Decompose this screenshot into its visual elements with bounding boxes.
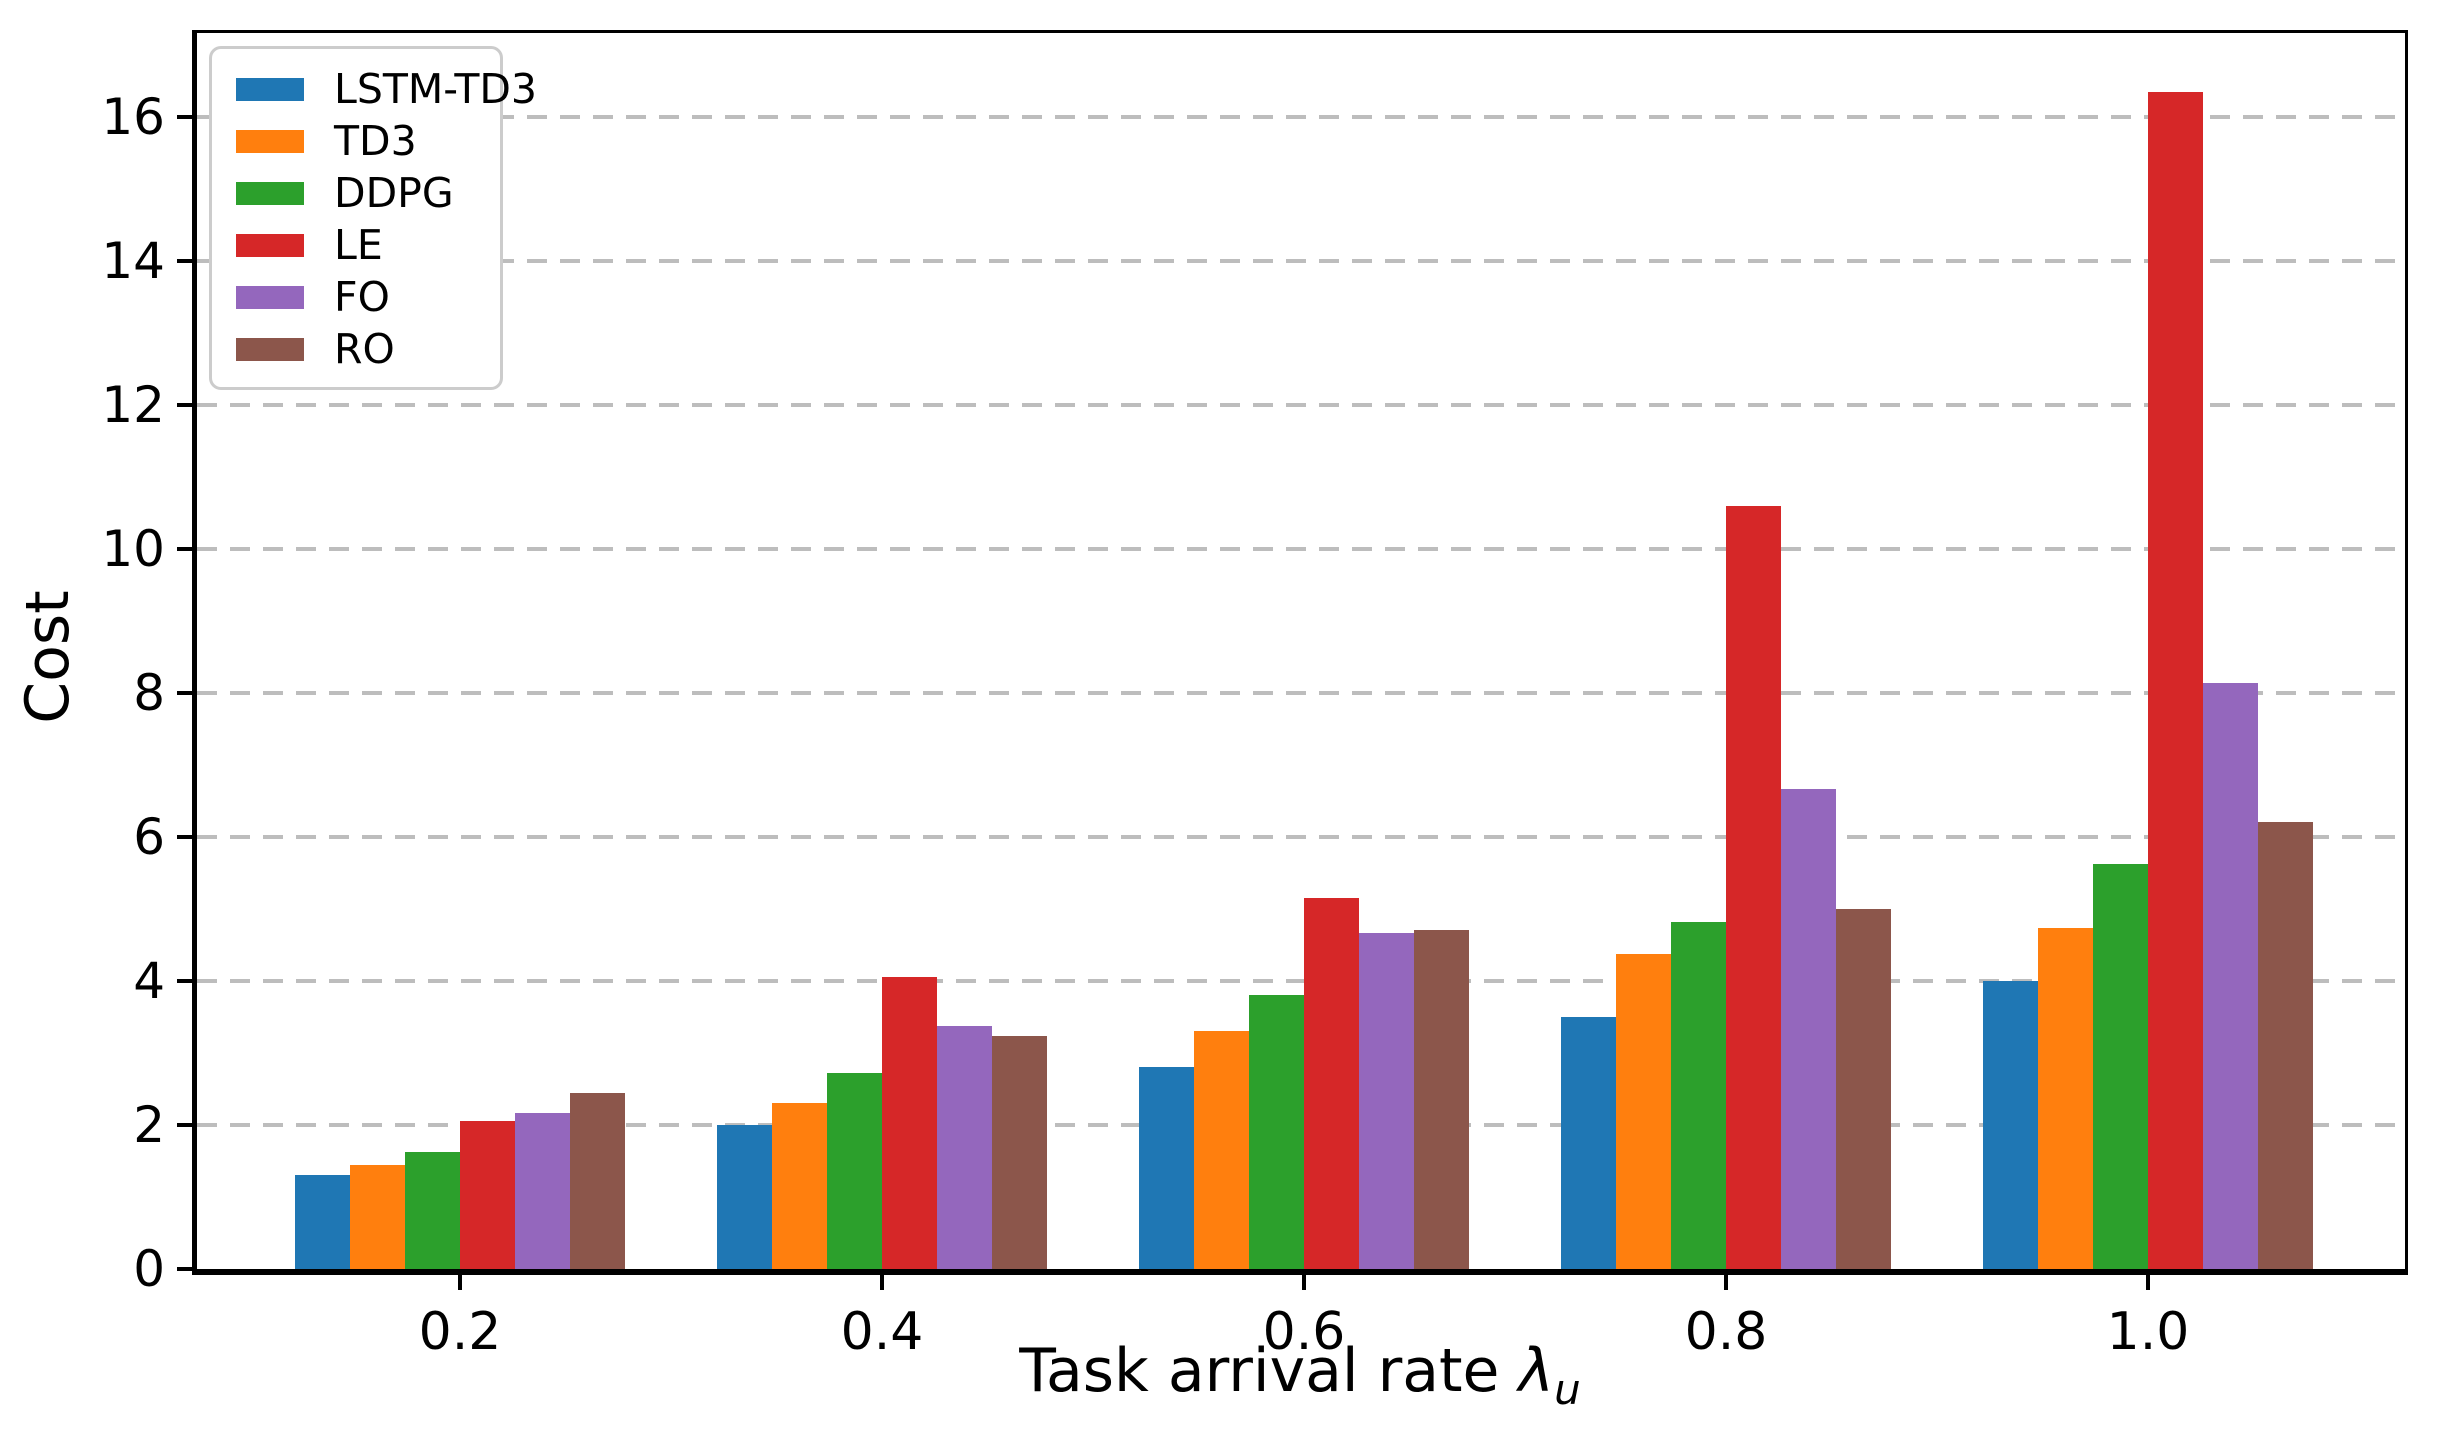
x-tick-label-0.2: 0.2 xyxy=(418,1302,502,1362)
x-tick-label-0.8: 0.8 xyxy=(1684,1302,1768,1362)
y-tick-label-4: 4 xyxy=(133,951,165,1010)
y-tick-label-16: 16 xyxy=(101,87,165,146)
bar-LSTM-TD3-0.2 xyxy=(295,1174,350,1269)
bar-LE-0.4 xyxy=(882,977,937,1269)
bar-RO-0.4 xyxy=(992,1035,1047,1269)
bar-TD3-0.6 xyxy=(1194,1031,1249,1269)
x-tick-label-0.4: 0.4 xyxy=(840,1302,924,1362)
x-axis-label: Task arrival rate λu xyxy=(700,1336,1900,1411)
x-axis-label-text: Task arrival rate xyxy=(1019,1336,1519,1406)
y-tick-mark-10 xyxy=(177,546,192,551)
y-tick-label-8: 8 xyxy=(133,663,165,722)
bar-DDPG-0.4 xyxy=(827,1073,882,1269)
bar-LSTM-TD3-0.6 xyxy=(1139,1066,1194,1269)
gridline-y-12 xyxy=(197,402,2405,407)
bar-TD3-0.8 xyxy=(1616,954,1671,1269)
legend-item-DDPG: DDPG xyxy=(212,167,500,219)
y-tick-mark-6 xyxy=(177,834,192,839)
gridline-y-4 xyxy=(197,978,2405,983)
x-tick-mark-0.2 xyxy=(458,1275,462,1290)
y-tick-mark-12 xyxy=(177,402,192,407)
y-tick-mark-4 xyxy=(177,978,192,983)
x-tick-label-0.6: 0.6 xyxy=(1262,1302,1346,1362)
legend-item-LSTM-TD3: LSTM-TD3 xyxy=(212,63,537,115)
bar-FO-0.8 xyxy=(1781,788,1836,1269)
bar-RO-1.0 xyxy=(2258,822,2313,1269)
x-tick-label-1.0: 1.0 xyxy=(2106,1302,2190,1362)
bar-LSTM-TD3-1.0 xyxy=(1983,980,2038,1269)
plot-content xyxy=(197,33,2405,1269)
bar-DDPG-0.8 xyxy=(1671,921,1726,1269)
bar-RO-0.8 xyxy=(1836,908,1891,1269)
gridline-y-14 xyxy=(197,258,2405,263)
legend-item-LE: LE xyxy=(212,219,500,271)
x-tick-mark-0.6 xyxy=(1302,1275,1306,1290)
y-tick-mark-2 xyxy=(177,1122,192,1127)
y-tick-label-10: 10 xyxy=(101,519,165,578)
bar-DDPG-1.0 xyxy=(2093,864,2148,1269)
y-tick-mark-8 xyxy=(177,690,192,695)
lambda-subscript: u xyxy=(1554,1365,1581,1414)
y-tick-label-12: 12 xyxy=(101,375,165,434)
plot-area xyxy=(192,30,2408,1275)
x-tick-mark-0.4 xyxy=(880,1275,884,1290)
y-tick-label-6: 6 xyxy=(133,807,165,866)
bar-FO-0.4 xyxy=(937,1025,992,1269)
bar-LSTM-TD3-0.8 xyxy=(1561,1016,1616,1269)
x-tick-mark-0.8 xyxy=(1724,1275,1728,1290)
legend-label-LSTM-TD3: LSTM-TD3 xyxy=(334,65,538,113)
bar-DDPG-0.6 xyxy=(1249,995,1304,1269)
bar-LE-0.2 xyxy=(460,1120,515,1269)
bar-RO-0.6 xyxy=(1414,929,1469,1269)
y-tick-label-2: 2 xyxy=(133,1095,165,1154)
bar-TD3-0.2 xyxy=(350,1165,405,1269)
gridline-y-6 xyxy=(197,834,2405,839)
bar-TD3-1.0 xyxy=(2038,927,2093,1269)
gridline-y-16 xyxy=(197,114,2405,119)
x-tick-mark-1.0 xyxy=(2146,1275,2150,1290)
y-tick-mark-0 xyxy=(177,1267,192,1271)
legend-label-LE: LE xyxy=(334,221,383,269)
legend-label-TD3: TD3 xyxy=(334,117,417,165)
legend-item-RO: RO xyxy=(212,323,500,375)
gridline-y-8 xyxy=(197,690,2405,695)
bar-FO-0.2 xyxy=(515,1112,570,1269)
legend-swatch-LE xyxy=(236,233,304,257)
bar-LE-0.6 xyxy=(1304,898,1359,1269)
legend: LSTM-TD3 TD3 DDPG LE FO RO xyxy=(209,46,537,390)
legend-swatch-TD3 xyxy=(236,129,304,153)
legend-swatch-LSTM-TD3 xyxy=(236,77,304,101)
bar-FO-0.6 xyxy=(1359,932,1414,1269)
y-axis-label: Cost xyxy=(13,590,83,724)
legend-swatch-FO xyxy=(236,285,304,309)
bar-RO-0.2 xyxy=(570,1093,625,1269)
lambda-symbol: λ xyxy=(1518,1336,1555,1406)
legend-swatch-DDPG xyxy=(236,181,304,205)
y-tick-label-0: 0 xyxy=(133,1240,165,1298)
legend-label-DDPG: DDPG xyxy=(334,169,454,217)
bar-DDPG-0.2 xyxy=(405,1151,460,1269)
y-tick-label-14: 14 xyxy=(101,231,165,290)
bar-LE-0.8 xyxy=(1726,505,1781,1269)
legend-label-RO: RO xyxy=(334,325,395,373)
legend-swatch-RO xyxy=(236,337,304,361)
legend-label-FO: FO xyxy=(334,273,390,321)
gridline-y-10 xyxy=(197,546,2405,551)
bar-LE-1.0 xyxy=(2148,92,2203,1269)
legend-item-FO: FO xyxy=(212,271,500,323)
y-tick-mark-14 xyxy=(177,258,192,263)
bar-LSTM-TD3-0.4 xyxy=(717,1124,772,1269)
bar-TD3-0.4 xyxy=(772,1103,827,1269)
bar-FO-1.0 xyxy=(2203,683,2258,1269)
legend-item-TD3: TD3 xyxy=(212,115,500,167)
y-tick-mark-16 xyxy=(177,114,192,119)
